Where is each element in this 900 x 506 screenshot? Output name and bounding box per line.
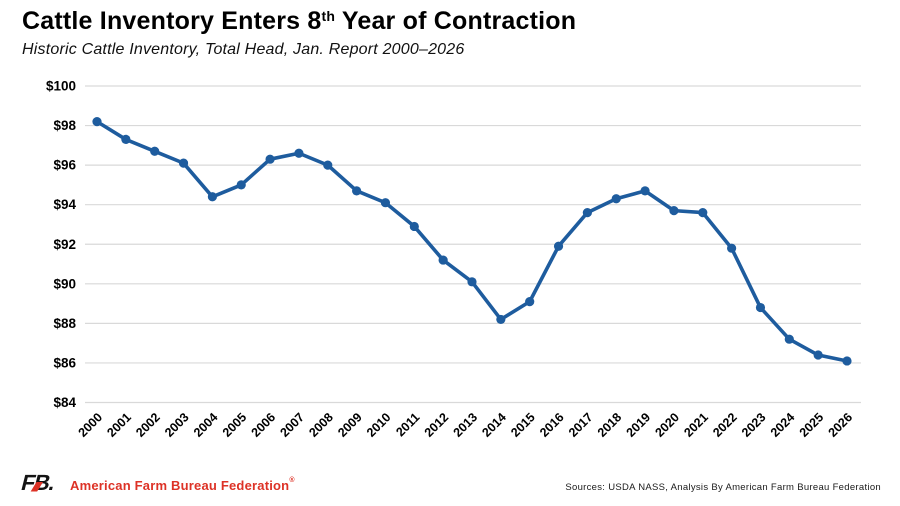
- x-tick-label: 2015: [508, 410, 538, 440]
- x-tick-label: 2016: [537, 410, 567, 440]
- data-point-2001: [121, 134, 131, 145]
- chart-subtitle: Historic Cattle Inventory, Total Head, J…: [22, 41, 465, 58]
- data-point-2005: [236, 180, 246, 190]
- x-tick-label: 2002: [133, 410, 163, 440]
- x-tick-label: 2009: [335, 410, 365, 440]
- y-tick-label: $96: [53, 158, 76, 173]
- data-point-2022: [727, 243, 737, 253]
- y-tick-label: $98: [53, 118, 76, 133]
- x-tick-label: 2003: [162, 410, 192, 440]
- x-tick-label: 2025: [797, 410, 827, 440]
- x-tick-label: 2018: [595, 410, 625, 440]
- x-tick-label: 2024: [768, 410, 798, 440]
- data-point-2004: [207, 192, 217, 202]
- x-tick-label: 2012: [422, 410, 452, 440]
- x-tick-label: 2007: [277, 410, 307, 440]
- data-point-2002: [150, 146, 160, 156]
- x-tick-label: 2020: [652, 410, 682, 440]
- y-tick-label: $84: [53, 395, 76, 410]
- org-name-text: American Farm Bureau Federation: [70, 478, 290, 493]
- y-tick-label: $86: [53, 355, 76, 370]
- data-point-2020: [669, 206, 679, 216]
- data-point-2009: [352, 186, 362, 196]
- y-tick-label: $100: [46, 79, 76, 94]
- data-point-2016: [553, 241, 564, 251]
- data-point-2006: [265, 154, 275, 164]
- x-tick-label: 2023: [739, 410, 769, 440]
- x-tick-label: 2026: [826, 410, 856, 440]
- org-name: American Farm Bureau Federation®: [70, 477, 295, 493]
- x-tick-label: 2010: [364, 410, 394, 440]
- data-point-2024: [784, 334, 794, 344]
- y-tick-label: $88: [53, 316, 76, 331]
- data-point-2023: [755, 302, 766, 313]
- data-point-2025: [813, 350, 823, 360]
- data-point-2000: [92, 117, 102, 127]
- x-tick-label: 2019: [624, 410, 654, 440]
- x-tick-label: 2021: [681, 410, 711, 440]
- x-tick-label: 2014: [479, 410, 509, 440]
- afbf-logo-red-wedge: [30, 482, 44, 492]
- chart-title: Cattle Inventory Enters 8th Year of Cont…: [22, 7, 576, 36]
- x-tick-label: 2000: [76, 410, 106, 440]
- chart-title-text-suffix: Year of Contraction: [335, 7, 577, 35]
- y-tick-label: $90: [53, 276, 76, 291]
- data-point-2015: [525, 297, 535, 307]
- chart-title-text: Cattle Inventory Enters 8: [22, 7, 322, 35]
- data-point-2021: [698, 208, 708, 218]
- data-point-2008: [323, 160, 333, 170]
- x-tick-label: 2005: [220, 410, 250, 440]
- data-point-2003: [178, 158, 189, 168]
- x-tick-label: 2006: [249, 410, 279, 440]
- x-tick-label: 2008: [306, 410, 336, 440]
- x-tick-label: 2001: [104, 410, 134, 440]
- data-point-2019: [640, 186, 650, 196]
- data-point-2007: [294, 148, 304, 158]
- inventory-line: [95, 119, 849, 363]
- registered-mark: ®: [289, 477, 295, 484]
- x-tick-label: 2022: [710, 410, 740, 440]
- data-point-2011: [409, 221, 419, 232]
- sources-text: Sources: USDA NASS, Analysis By American…: [565, 482, 881, 493]
- x-tick-label: 2013: [451, 410, 481, 440]
- data-point-2014: [496, 314, 506, 325]
- chart-title-superscript: th: [321, 8, 336, 24]
- data-point-2013: [467, 277, 477, 287]
- y-tick-label: $94: [53, 197, 76, 212]
- data-point-2017: [582, 208, 592, 218]
- data-point-2018: [611, 194, 621, 204]
- data-point-2010: [380, 198, 391, 208]
- y-tick-label: $92: [53, 237, 76, 252]
- x-tick-label: 2011: [393, 410, 422, 439]
- x-tick-label: 2004: [191, 410, 221, 440]
- afbf-logo: FB.: [19, 470, 58, 495]
- data-point-2012: [438, 255, 448, 265]
- data-point-2026: [842, 356, 852, 366]
- x-tick-label: 2017: [566, 410, 596, 440]
